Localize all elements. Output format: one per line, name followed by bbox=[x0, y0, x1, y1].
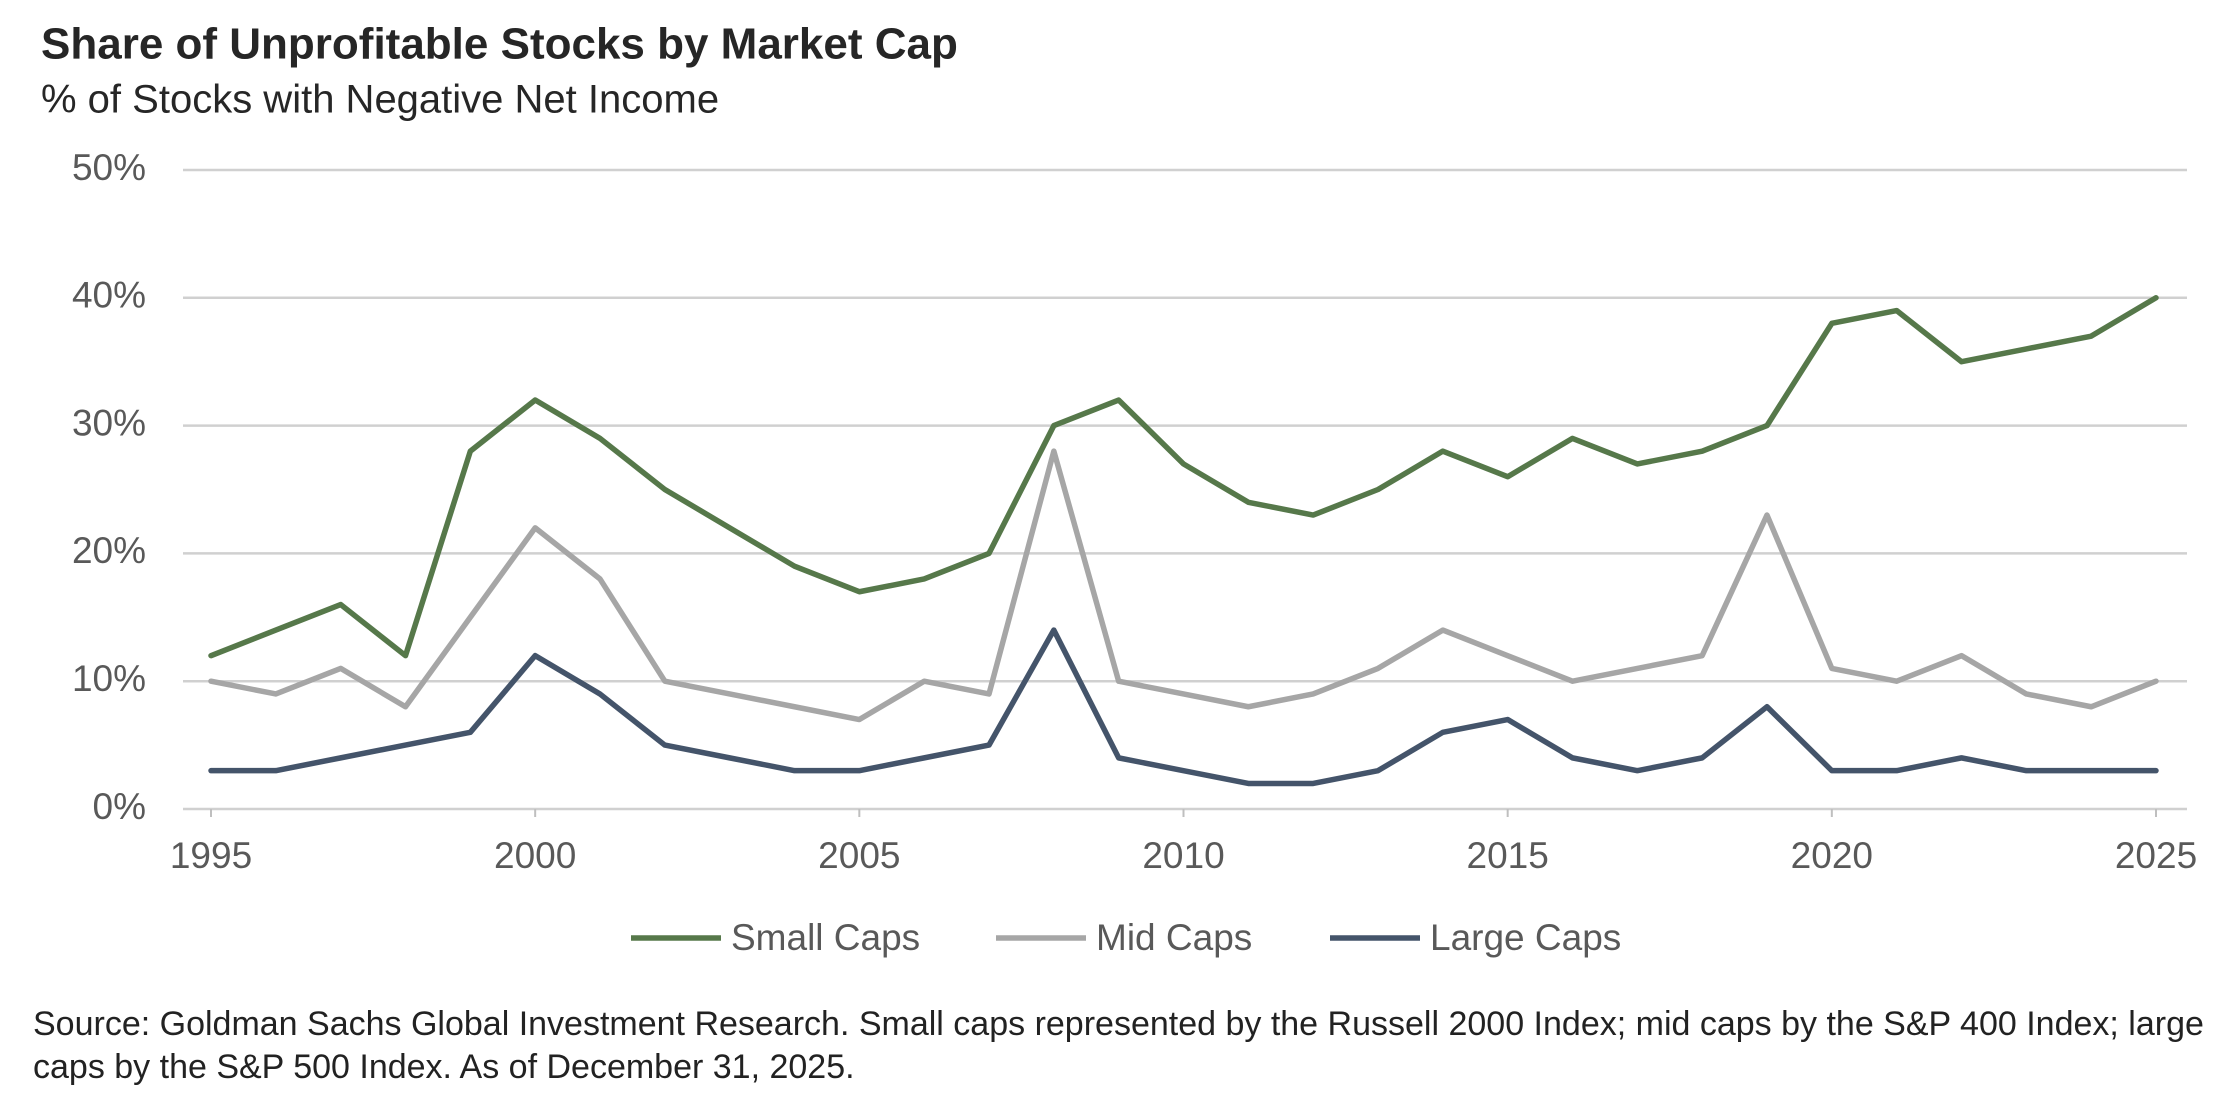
series-line bbox=[208, 295, 2159, 659]
legend-label: Large Caps bbox=[1430, 917, 1621, 958]
legend-label: Small Caps bbox=[731, 917, 920, 958]
x-tick-label: 2000 bbox=[494, 835, 576, 876]
x-tick-label: 1995 bbox=[170, 835, 252, 876]
x-tick-label: 2010 bbox=[1142, 835, 1224, 876]
y-tick-label: 0% bbox=[93, 786, 146, 827]
x-tick-label: 2025 bbox=[2115, 835, 2197, 876]
y-tick-label: 30% bbox=[72, 402, 146, 443]
y-tick-label: 10% bbox=[72, 658, 146, 699]
x-tick-label: 2020 bbox=[1791, 835, 1873, 876]
legend-label: Mid Caps bbox=[1096, 917, 1252, 958]
chart: Share of Unprofitable Stocks by Market C… bbox=[41, 20, 2197, 958]
chart-title: Share of Unprofitable Stocks by Market C… bbox=[41, 20, 958, 69]
x-tick-label: 2005 bbox=[818, 835, 900, 876]
source-note: Source: Goldman Sachs Global Investment … bbox=[33, 1005, 2204, 1086]
series-line bbox=[208, 627, 2159, 787]
series-line bbox=[208, 448, 2159, 723]
chart-subtitle: % of Stocks with Negative Net Income bbox=[41, 78, 719, 122]
y-tick-label: 20% bbox=[72, 530, 146, 571]
y-tick-label: 50% bbox=[72, 147, 146, 188]
x-tick-label: 2015 bbox=[1467, 835, 1549, 876]
y-tick-label: 40% bbox=[72, 275, 146, 316]
